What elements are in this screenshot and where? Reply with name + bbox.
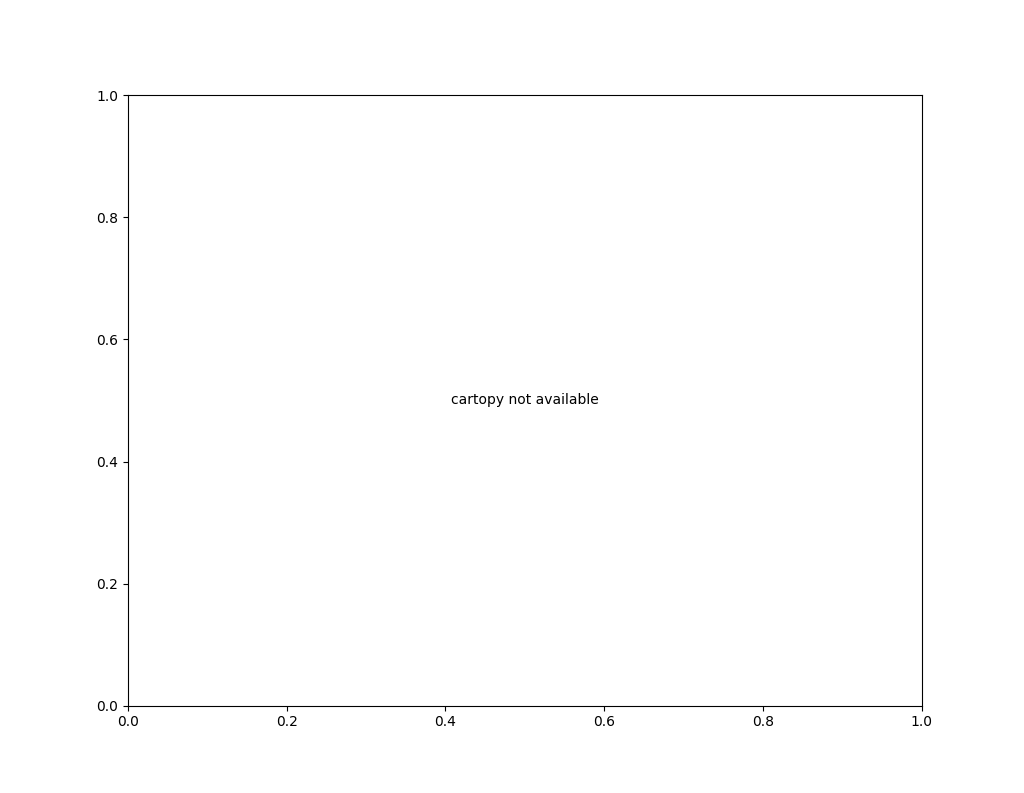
Text: cartopy not available: cartopy not available [451,393,599,408]
